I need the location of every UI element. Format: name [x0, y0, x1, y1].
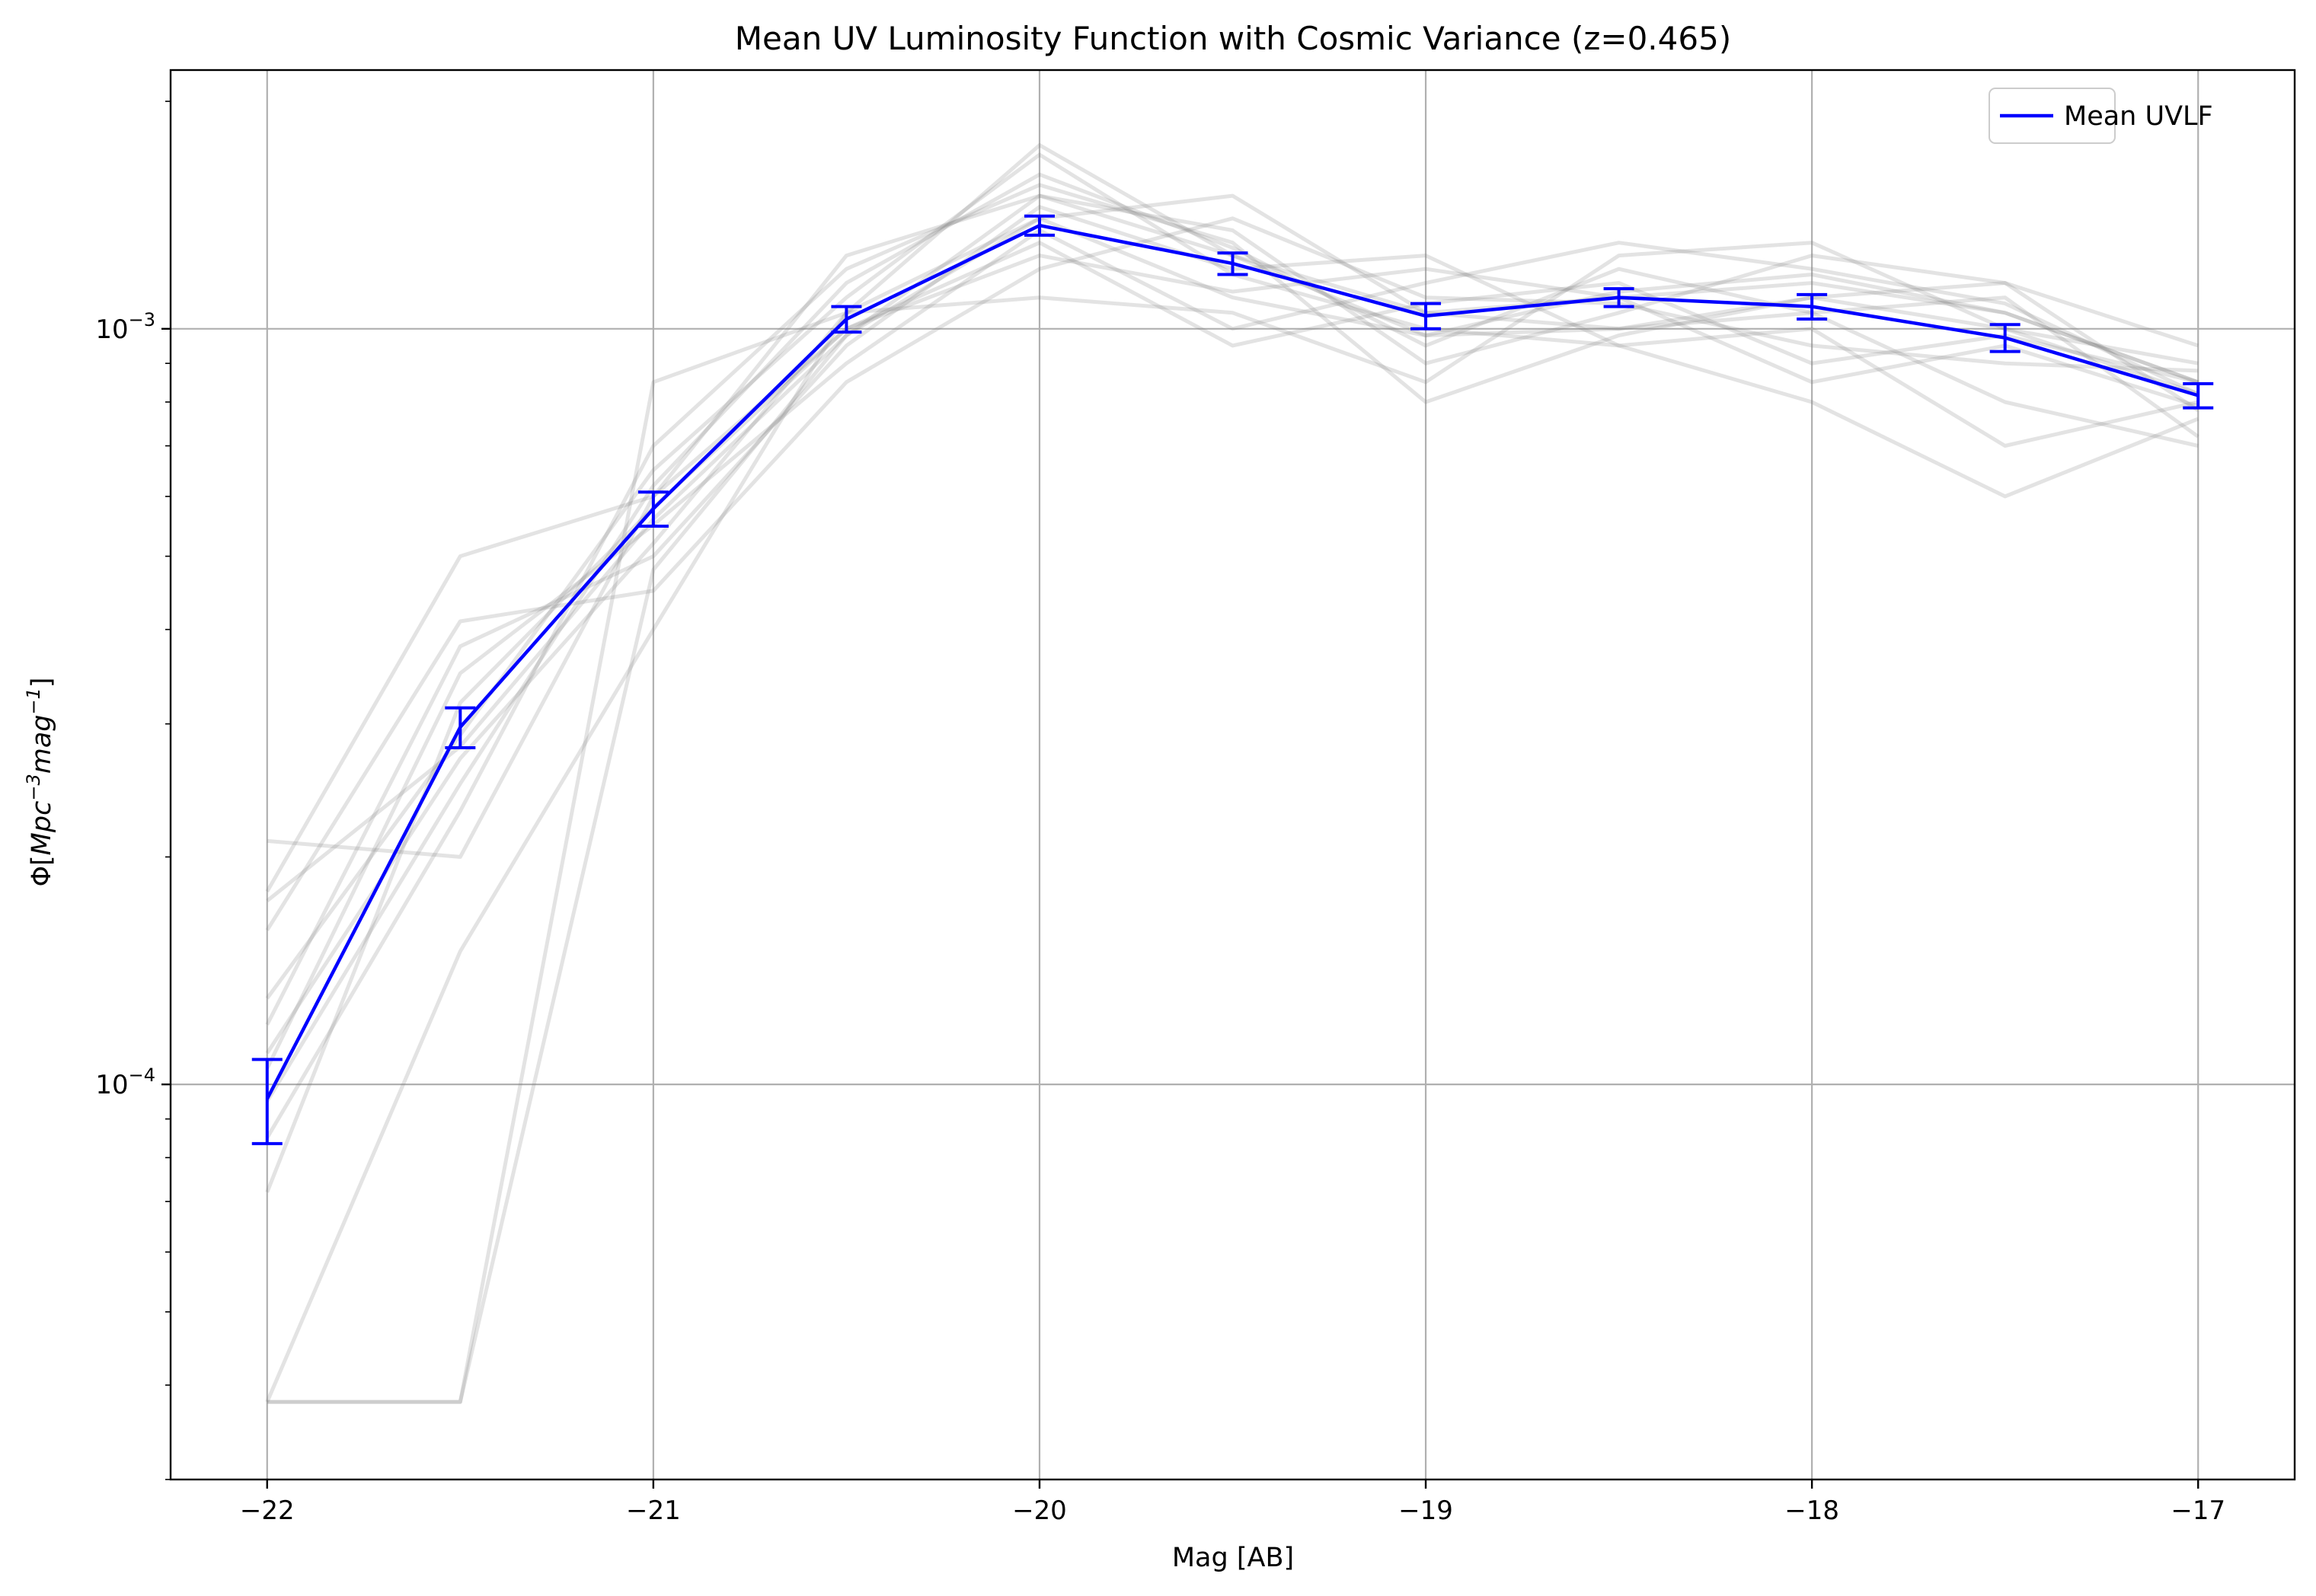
- y-tick-label: 10−3: [95, 309, 155, 345]
- y-axis-label: Φ[Mpc−3mag−1]: [23, 677, 57, 886]
- realization-line: [265, 216, 2199, 931]
- realization-line: [265, 183, 2199, 1139]
- realization-line: [265, 172, 2199, 1103]
- legend-label-mean: Mean UVLF: [2064, 101, 2213, 132]
- x-tick-label: −18: [1784, 1495, 1839, 1526]
- legend: Mean UVLF: [1989, 88, 2213, 144]
- x-tick-label: −22: [240, 1495, 295, 1526]
- realization-line: [265, 193, 2199, 1055]
- realization-line: [266, 216, 2199, 902]
- y-tick-label: 10−4: [95, 1065, 155, 1100]
- realization-line: [265, 241, 2199, 1193]
- plot-area: [171, 70, 2295, 1479]
- realization-line: [265, 254, 2199, 893]
- mean-series: [251, 214, 2214, 1145]
- realization-line: [267, 193, 2199, 859]
- axis-ticks: −22 −21 −20 −19 −18 −17 10−3 10−4: [95, 101, 2225, 1526]
- x-tick-label: −20: [1012, 1495, 1067, 1526]
- plot-frame: [169, 69, 2296, 1481]
- x-tick-label: −19: [1398, 1495, 1453, 1526]
- x-tick-label: −21: [626, 1495, 681, 1526]
- x-tick-label: −17: [2171, 1495, 2225, 1526]
- realization-line: [265, 228, 2199, 1070]
- x-axis-label: Mag [AB]: [1172, 1543, 1294, 1573]
- chart-title: Mean UV Luminosity Function with Cosmic …: [735, 20, 1731, 57]
- realization-line: [265, 241, 2199, 1403]
